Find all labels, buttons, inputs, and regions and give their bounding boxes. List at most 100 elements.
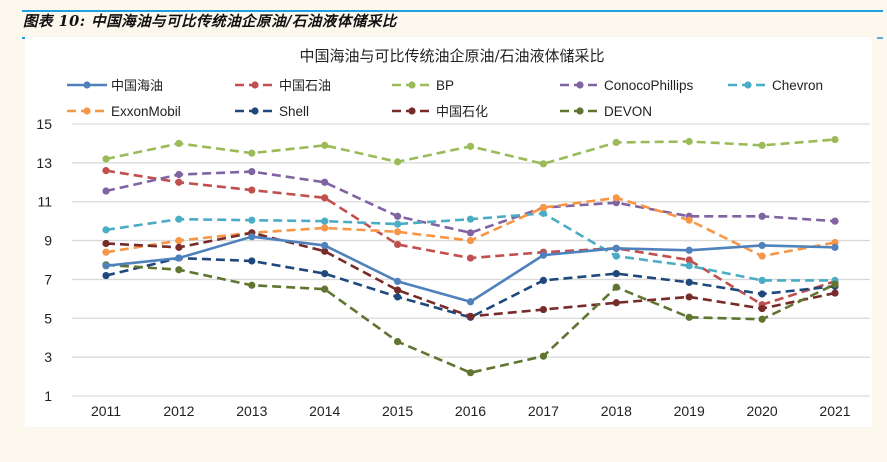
legend-marker: [408, 81, 416, 89]
legend-item-中国石油[interactable]: 中国石油: [235, 79, 331, 94]
legend-item-中国石化[interactable]: 中国石化: [392, 105, 488, 120]
panel-corner-mark-right: [877, 37, 883, 39]
data-point: [102, 226, 110, 234]
data-point: [831, 289, 839, 297]
data-point: [685, 293, 693, 301]
legend: 中国海油 中国石油 BP ConocoPhillips Chevron ExxonMobi…: [67, 78, 823, 120]
x-tick-label: 2017: [528, 403, 559, 419]
x-tick-label: 2020: [747, 403, 778, 419]
data-point: [102, 262, 110, 270]
data-point: [248, 233, 256, 241]
data-point: [394, 212, 402, 220]
data-point: [102, 155, 110, 163]
legend-marker: [251, 81, 259, 89]
data-point: [758, 241, 766, 250]
series-exxonmobil: [102, 194, 839, 260]
data-point: [466, 142, 475, 150]
y-tick-label: 7: [44, 271, 52, 287]
data-point: [248, 186, 256, 194]
series-group: [102, 135, 839, 377]
data-point: [758, 212, 766, 220]
data-point: [248, 281, 256, 289]
data-point: [466, 369, 475, 377]
legend-item-shell[interactable]: Shell: [235, 104, 309, 119]
legend-item-bp[interactable]: BP: [392, 78, 454, 93]
data-point: [175, 266, 183, 274]
data-point: [539, 305, 548, 314]
data-point: [612, 194, 620, 202]
x-tick-label: 2015: [382, 403, 413, 419]
y-tick-label: 11: [37, 194, 52, 210]
data-point: [102, 167, 110, 175]
panel-corner-mark-left: [22, 37, 26, 39]
x-tick-label: 2019: [674, 403, 705, 419]
legend-item-中国海油[interactable]: 中国海油: [67, 79, 163, 94]
data-point: [539, 352, 548, 360]
data-point: [394, 277, 402, 285]
data-point: [831, 135, 839, 144]
legend-label: 中国石化: [436, 105, 488, 120]
y-tick-label: 15: [36, 116, 52, 132]
data-point: [102, 271, 110, 280]
series-line: [105, 235, 836, 304]
series-bp: [102, 135, 839, 168]
data-point: [612, 270, 620, 278]
data-point: [612, 283, 620, 291]
series-line: [105, 256, 836, 319]
data-point: [321, 285, 329, 293]
y-tick-label: 3: [44, 349, 52, 365]
data-point: [466, 312, 475, 320]
series-devon: [102, 261, 839, 377]
legend-label: Shell: [279, 104, 309, 119]
legend-marker: [744, 81, 752, 89]
data-point: [539, 209, 548, 217]
data-point: [321, 178, 329, 186]
legend-item-chevron[interactable]: Chevron: [728, 78, 823, 93]
data-point: [175, 254, 183, 262]
series-中国海油: [102, 233, 839, 306]
data-point: [321, 241, 329, 250]
x-tick-label: 2013: [236, 403, 267, 419]
data-point: [102, 187, 110, 195]
data-point: [102, 248, 110, 256]
data-point: [321, 224, 329, 232]
data-point: [685, 313, 693, 321]
data-point: [394, 228, 402, 236]
data-point: [175, 236, 183, 245]
legend-label: Chevron: [772, 78, 823, 93]
legend-item-exxonmobil[interactable]: ExxonMobil: [67, 104, 181, 119]
data-point: [539, 160, 548, 168]
y-tick-label: 1: [44, 388, 52, 404]
data-point: [831, 280, 839, 288]
data-point: [539, 251, 548, 259]
y-tick-label: 9: [44, 233, 52, 249]
x-tick-label: 2016: [455, 403, 486, 419]
x-tick-label: 2012: [163, 403, 194, 419]
legend-marker: [83, 81, 91, 89]
legend-marker: [408, 107, 416, 115]
data-point: [466, 215, 475, 223]
x-tick-label: 2011: [91, 403, 121, 419]
data-point: [466, 298, 475, 306]
legend-label: ExxonMobil: [111, 104, 181, 119]
data-point: [248, 168, 256, 176]
legend-item-devon[interactable]: DEVON: [560, 104, 652, 119]
data-point: [758, 252, 766, 260]
data-point: [758, 290, 766, 298]
legend-marker: [576, 107, 584, 115]
data-point: [394, 338, 402, 346]
data-point: [831, 243, 839, 251]
series-shell: [102, 254, 839, 321]
legend-item-conocophillips[interactable]: ConocoPhillips: [560, 78, 694, 93]
data-point: [248, 216, 256, 224]
data-point: [758, 304, 766, 313]
series-chevron: [102, 209, 839, 284]
data-point: [321, 141, 329, 149]
data-point: [685, 246, 693, 254]
legend-label: BP: [436, 78, 454, 93]
data-point: [758, 141, 766, 149]
data-point: [831, 217, 839, 225]
data-point: [612, 244, 620, 252]
